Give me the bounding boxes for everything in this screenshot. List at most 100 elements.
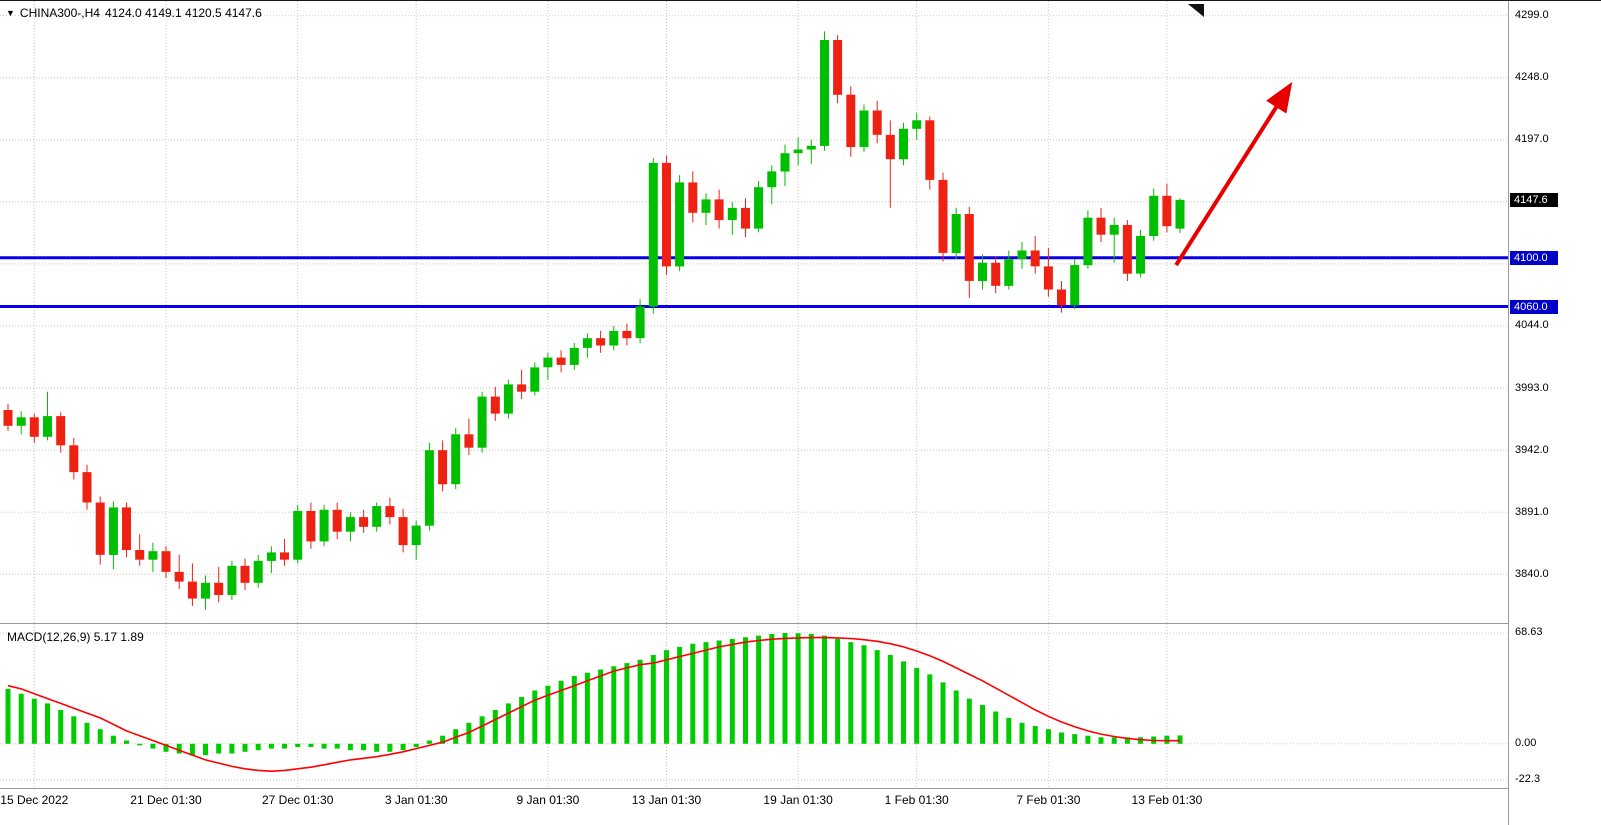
candle [490,396,500,414]
candle [1109,225,1119,235]
candle [780,153,790,172]
candle [148,551,158,560]
candle [701,199,711,213]
macd-histogram [5,633,1183,756]
trend-arrow[interactable] [1174,81,1293,267]
candle [820,40,829,146]
time-axis[interactable]: 15 Dec 2022 21 Dec 01:30 27 Dec 01:30 3 Jan… [0,789,1508,825]
chart-shift-triangle-icon [1188,4,1204,17]
price-axis[interactable]: 4299.0 4248.0 4197.0 4044.0 3993.0 3942.0 3891… [1509,1,1601,825]
candle [1096,217,1106,235]
candle [833,40,843,95]
candle [1043,266,1053,290]
candle [714,199,724,221]
candle [503,384,513,414]
chart-shift-marker[interactable] [1187,3,1205,19]
candle [253,560,263,583]
candle [345,517,355,532]
candle [438,450,448,485]
candle [69,445,79,473]
candle [82,472,92,503]
candle [477,396,487,448]
symbol-timeframe-label: CHINA300-,H4 [19,6,100,20]
candle [108,507,118,555]
candle [899,128,908,160]
candle [1070,265,1080,306]
macd-panel-canvas[interactable] [0,624,1508,788]
candle [1136,235,1145,274]
candle [187,581,197,599]
macd-axis-label: 68.63 [1515,626,1543,639]
candle [648,162,658,307]
macd-indicator-label: MACD(12,26,9) 5.17 1.89 [7,630,144,644]
price-axis-separator [1508,1,1509,825]
candle [885,134,895,160]
candle [596,338,606,346]
candle [938,179,948,253]
candle [95,502,105,555]
candle [306,511,316,542]
candle [280,552,289,560]
candle [201,582,210,599]
candle [372,506,382,527]
time-axis-label: 15 Dec 2022 [0,793,69,807]
candle [1162,195,1172,227]
candle [451,434,461,485]
candle [793,149,803,154]
price-axis-label: 4299.0 [1515,9,1549,22]
price-tag-4060.0: 4060.0 [1510,299,1558,314]
candle [56,416,66,446]
candle [543,357,553,368]
price-tag-4100.0: 4100.0 [1510,250,1558,265]
candle [582,338,592,348]
price-chart-canvas[interactable] [0,1,1508,623]
candle [1057,289,1066,306]
candle [398,517,408,546]
candle [767,171,777,188]
time-axis-label: 1 Feb 01:30 [884,793,949,807]
candle [741,207,750,229]
candle [806,145,816,150]
symbol-header: ▼ CHINA300-,H4 4124.0 4149.1 4120.5 4147… [6,6,262,20]
time-axis-label: 7 Feb 01:30 [1016,793,1081,807]
time-axis-label: 21 Dec 01:30 [130,793,202,807]
candle [1122,225,1132,274]
candle [1083,217,1093,266]
candle [214,582,224,595]
candle [859,110,869,147]
candle [424,450,434,526]
time-axis-label: 27 Dec 01:30 [261,793,334,807]
price-axis-label: 3891.0 [1515,505,1549,518]
panel-splitter[interactable] [0,623,1508,624]
candle [727,207,737,221]
candle [29,417,39,437]
candle [872,110,882,135]
candle [1004,259,1014,286]
candle [675,182,685,267]
candle [1030,250,1040,267]
candle [135,550,145,560]
candle [240,565,250,583]
candle [319,509,329,542]
macd-grid-lines [0,624,1508,788]
candle [635,306,645,339]
candle [161,551,171,572]
candle [964,214,974,281]
candle [622,330,632,339]
candle [517,384,527,392]
candle [951,214,961,253]
candle [530,367,540,392]
price-axis-label: 4197.0 [1515,133,1549,146]
candle [464,434,474,448]
candle [3,410,13,426]
candle [332,509,342,532]
candle [1175,199,1185,229]
ohlc-values: 4124.0 4149.1 4120.5 4147.6 [104,6,262,20]
time-axis-label: 9 Jan 01:30 [516,793,580,807]
symbol-dropdown-icon[interactable]: ▼ [6,8,15,18]
price-axis-label: 4044.0 [1515,319,1549,332]
candle [662,162,671,267]
candle [227,565,237,595]
price-tag-4147.6: 4147.6 [1510,192,1558,207]
